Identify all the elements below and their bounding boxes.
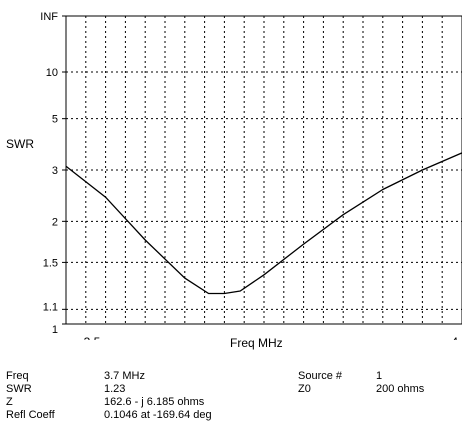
y-tick-labels: INF 10 5 3 2 1.5 1.1 1: [40, 11, 66, 336]
freq-label: Freq: [6, 370, 29, 382]
swr-value: 1.23: [104, 383, 126, 395]
refl-coeff-value: 0.1046 at -169.64 deg: [104, 409, 212, 421]
refl-coeff-label: Refl Coeff: [6, 409, 55, 421]
y-axis-label: SWR: [6, 137, 34, 151]
x-axis-label: Freq MHz: [230, 336, 283, 350]
z-value: 162.6 - j 6.185 ohms: [104, 396, 205, 408]
y-tick-label: INF: [40, 11, 58, 23]
y-tick-label: 3: [52, 165, 58, 177]
x-tick-label: 4: [451, 335, 458, 340]
y-tick-label: 1: [52, 324, 58, 336]
source-label: Source #: [298, 370, 343, 382]
y-tick-label: 5: [52, 114, 58, 126]
y-tick-label: 1.1: [43, 301, 58, 313]
grid-lines: [66, 16, 462, 324]
swr-curve: [65, 152, 462, 295]
freq-value: 3.7 MHz: [104, 370, 145, 382]
source-value: 1: [376, 370, 383, 382]
x-tick-labels: 3.54: [84, 335, 459, 340]
y-tick-label: 10: [46, 67, 58, 79]
swr-label: SWR: [6, 383, 32, 395]
y-tick-label: 2: [52, 216, 58, 228]
z0-label: Z0: [298, 383, 311, 395]
z-label: Z: [6, 396, 13, 408]
y-tick-label: 1.5: [43, 257, 58, 269]
z0-value: 200 ohms: [376, 383, 425, 395]
x-tick-label: 3.5: [84, 335, 101, 340]
